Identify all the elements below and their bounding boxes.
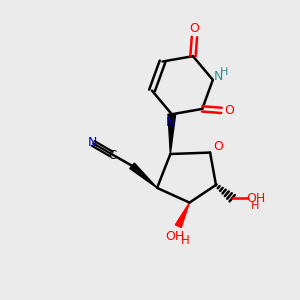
Text: H: H	[220, 67, 228, 76]
Text: OH: OH	[166, 230, 185, 243]
Text: OH: OH	[246, 192, 266, 205]
Polygon shape	[130, 163, 157, 188]
Text: N: N	[88, 136, 97, 149]
Text: N: N	[166, 116, 175, 129]
Polygon shape	[176, 202, 190, 228]
Text: H: H	[181, 234, 190, 247]
Text: H: H	[251, 201, 259, 212]
Text: O: O	[190, 22, 200, 35]
Text: C: C	[109, 149, 117, 162]
Polygon shape	[168, 114, 176, 154]
Text: O: O	[213, 140, 223, 153]
Text: O: O	[224, 104, 234, 117]
Text: N: N	[214, 70, 224, 83]
